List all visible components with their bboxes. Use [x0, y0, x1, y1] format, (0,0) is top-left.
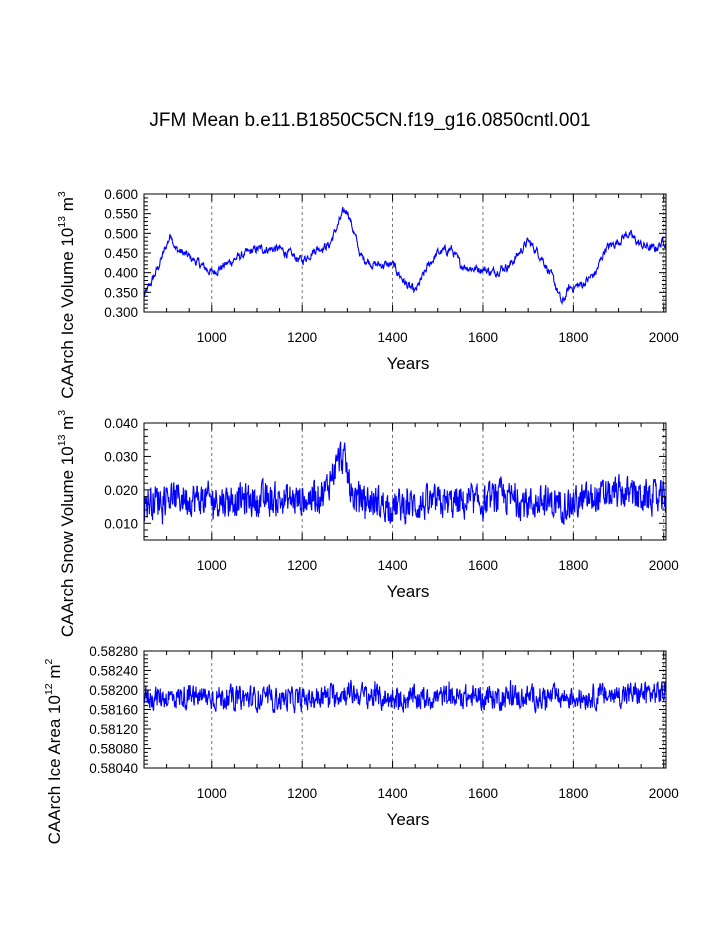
plot-frame: [143, 650, 667, 769]
x-tick-label: 1600: [468, 558, 498, 573]
x-tick-label: 1800: [558, 786, 588, 801]
x-axis-label: Years: [387, 582, 430, 601]
x-tick-label: 1400: [378, 558, 408, 573]
y-tick-label: 0.58120: [89, 722, 138, 737]
x-tick-label: 1800: [558, 330, 588, 345]
y-tick-label: 0.300: [104, 305, 138, 320]
x-tick-label: 1200: [287, 786, 317, 801]
series-line: [143, 441, 667, 526]
x-axis-label: Years: [387, 810, 430, 829]
y-axis-label: CAArch Snow Volume 1013 m3: [56, 410, 77, 637]
y-axis-label: CAArch Ice Volume 1013 m3: [56, 191, 77, 399]
y-axis-label: CAArch Ice Area 1012 m2: [43, 658, 64, 844]
x-tick-label: 1000: [197, 330, 227, 345]
plot-frame: [143, 193, 667, 313]
y-tick-label: 0.58160: [89, 703, 138, 718]
y-tick-label: 0.040: [104, 416, 138, 431]
series-line: [143, 206, 667, 306]
y-tick-label: 0.58080: [89, 742, 138, 757]
panel-1: 1000 1200 1400 1600 1800 2000 0.300 0.350 0.400 0…: [56, 187, 679, 399]
y-tick-label: 0.350: [104, 285, 138, 300]
y-tick-label: 0.58280: [89, 644, 138, 659]
x-tick-label: 1000: [197, 786, 227, 801]
x-tick-label: 2000: [649, 558, 679, 573]
x-tick-label: 1400: [378, 786, 408, 801]
chart-title: JFM Mean b.e11.B1850C5CN.f19_g16.0850cnt…: [149, 110, 590, 131]
y-tick-label: 0.020: [104, 483, 138, 498]
y-tick-label: 0.010: [104, 516, 138, 531]
x-tick-label: 1000: [197, 558, 227, 573]
y-tick-label: 0.400: [104, 266, 138, 281]
y-tick-label: 0.58240: [89, 664, 138, 679]
x-tick-label: 2000: [649, 786, 679, 801]
x-tick-label: 1800: [558, 558, 588, 573]
x-tick-label: 1600: [468, 330, 498, 345]
x-tick-label: 1200: [287, 558, 317, 573]
x-tick-label: 1600: [468, 786, 498, 801]
y-tick-label: 0.030: [104, 449, 138, 464]
panel-2: 1000 1200 1400 1600 1800 2000 0.010 0.020 0.030 0…: [56, 410, 679, 637]
x-axis-label: Years: [387, 354, 430, 373]
x-tick-label: 1200: [287, 330, 317, 345]
y-tick-label: 0.500: [104, 226, 138, 241]
x-tick-label: 1400: [378, 330, 408, 345]
x-tick-label: 2000: [649, 330, 679, 345]
y-tick-label: 0.58040: [89, 761, 138, 776]
series-line: [143, 679, 667, 714]
y-tick-label: 0.58200: [89, 683, 138, 698]
panel-3: 1000 1200 1400 1600 1800 2000 0.58040 0.58080 0.…: [43, 644, 679, 844]
y-tick-label: 0.600: [104, 187, 138, 202]
y-tick-label: 0.450: [104, 246, 138, 261]
y-tick-label: 0.550: [104, 207, 138, 222]
plot-frame: [143, 422, 667, 541]
